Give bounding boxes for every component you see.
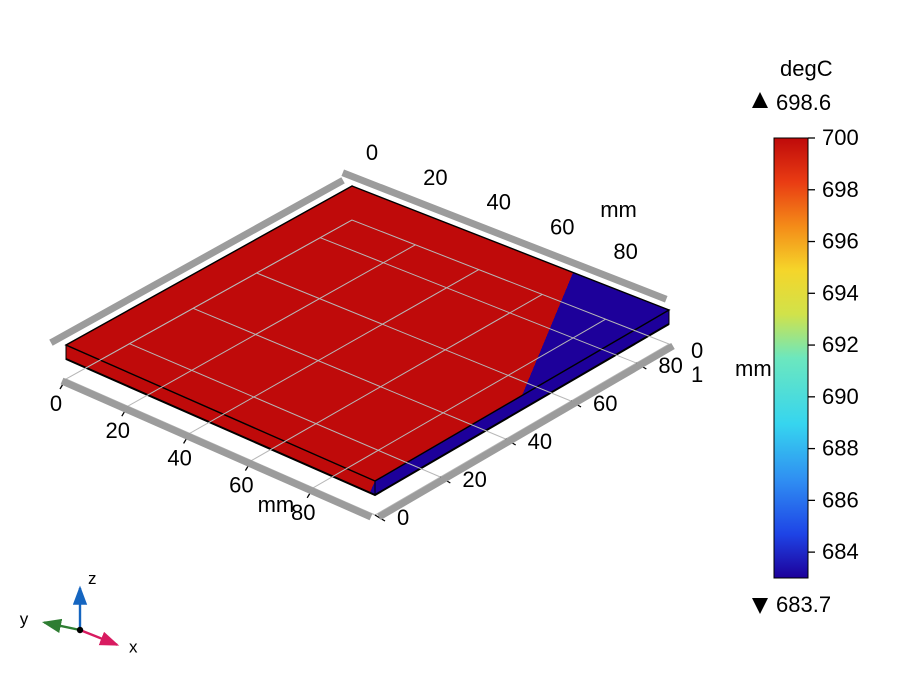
tick-y-top-label: 60 (550, 214, 574, 239)
triad-x-arrow (80, 630, 117, 645)
chart-stage: 020406080mm02040608001mm020406080mmdegC6… (0, 0, 913, 685)
triad-x-label: x (129, 638, 138, 657)
tick-y-top-label: 40 (487, 190, 511, 215)
tick-z1-label: 1 (691, 362, 703, 387)
tick-y-top-label: 0 (366, 140, 378, 165)
colorbar-tick-label: 684 (822, 539, 859, 564)
colorbar-tick-label: 690 (822, 384, 859, 409)
tick-y-label: 80 (658, 353, 682, 378)
colorbar-tick-label: 698 (822, 177, 859, 202)
colorbar-unit: degC (780, 56, 833, 81)
colorbar-tick-label: 694 (822, 280, 859, 305)
colorbar-max-value: 698.6 (776, 90, 831, 115)
colorbar-min-icon (752, 598, 768, 614)
plate-top-face (66, 186, 669, 481)
x-axis-label: mm (258, 492, 295, 517)
colorbar-tick-label: 686 (822, 487, 859, 512)
tick-x-label: 20 (106, 418, 130, 443)
tick-x-label: 80 (291, 500, 315, 525)
y-axis-label: mm (600, 197, 637, 222)
tick-y-label: 40 (528, 429, 552, 454)
colorbar-min-value: 683.7 (776, 592, 831, 617)
tick-y-top-label: 80 (613, 239, 637, 264)
colorbar-tick-label: 696 (822, 229, 859, 254)
tick-x-label: 40 (167, 445, 191, 470)
triad-y-label: y (20, 609, 29, 628)
tick-y-label: 20 (462, 467, 486, 492)
triad-origin (77, 627, 83, 633)
colorbar-tick-label: 692 (822, 332, 859, 357)
tick-y-label: 60 (593, 391, 617, 416)
colorbar (774, 138, 808, 578)
colorbar-max-icon (752, 92, 768, 108)
tick-x-label: 60 (229, 473, 253, 498)
z-axis-label: mm (735, 356, 772, 381)
tick-z0-label: 0 (691, 338, 703, 363)
triad-z-label: z (88, 569, 97, 588)
tick-x-label: 0 (50, 391, 62, 416)
triad-y-arrow (44, 622, 80, 630)
colorbar-tick-label: 688 (822, 436, 859, 461)
chart-svg: 020406080mm02040608001mm020406080mmdegC6… (0, 0, 913, 685)
colorbar-tick-label: 700 (822, 125, 859, 150)
tick-y-top-label: 20 (423, 165, 447, 190)
